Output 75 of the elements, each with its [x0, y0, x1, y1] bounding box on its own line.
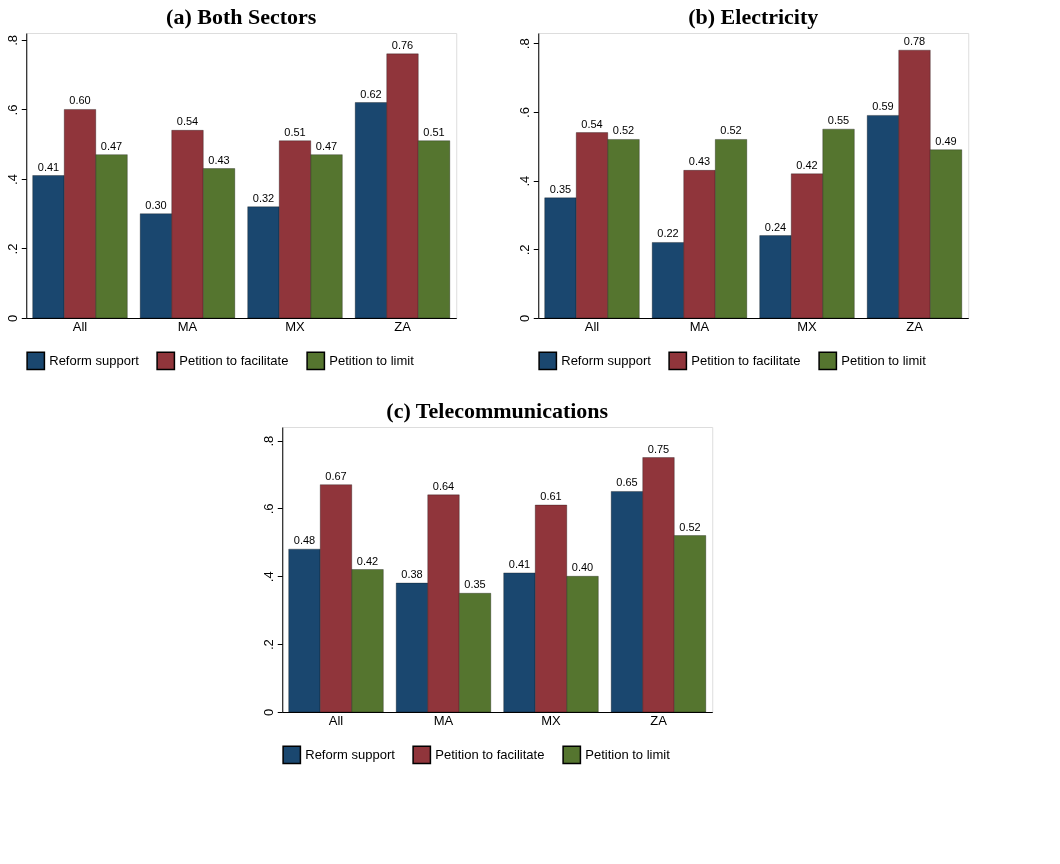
- data-label: 0.43: [688, 155, 711, 168]
- data-label: 0.48: [293, 534, 316, 547]
- y-tick-label: .4: [260, 571, 276, 583]
- x-tick-label: MA: [689, 318, 710, 334]
- data-label: 0.42: [356, 554, 379, 567]
- data-label: 0.59: [872, 100, 894, 113]
- x-tick-label: MA: [177, 318, 198, 334]
- legend-label: Petition to limit: [841, 352, 927, 368]
- chart-title: (a) Both Sectors: [166, 4, 317, 29]
- x-tick-label: MA: [433, 712, 454, 728]
- legend-label: Reform support: [305, 746, 396, 762]
- data-label: 0.41: [508, 557, 531, 570]
- x-tick-label: MX: [285, 318, 306, 334]
- data-label: 0.38: [401, 568, 423, 581]
- data-label: 0.47: [315, 139, 338, 152]
- x-tick-label: All: [72, 318, 88, 334]
- y-tick-label: .6: [260, 503, 276, 515]
- data-label: 0.22: [657, 227, 679, 240]
- y-tick-label: .2: [4, 243, 20, 255]
- data-label: 0.76: [391, 38, 414, 51]
- data-label: 0.64: [432, 479, 455, 492]
- x-tick-label: ZA: [650, 712, 668, 728]
- legend-label: Petition to limit: [329, 352, 415, 368]
- data-label: 0.40: [571, 561, 594, 574]
- y-tick-label: .8: [260, 435, 276, 447]
- y-tick-label: 0: [260, 708, 276, 717]
- data-label: 0.62: [360, 87, 382, 100]
- data-label: 0.75: [647, 442, 670, 455]
- x-tick-label: MX: [797, 318, 818, 334]
- chart-title: (c) Telecommunications: [386, 398, 609, 423]
- data-label: 0.51: [284, 125, 306, 138]
- data-label: 0.43: [208, 153, 230, 166]
- y-tick-label: 0: [516, 314, 532, 323]
- data-label: 0.67: [325, 469, 347, 482]
- y-tick-label: 0: [4, 314, 20, 323]
- data-label: 0.60: [69, 94, 91, 107]
- data-label: 0.24: [764, 220, 787, 233]
- x-tick-label: ZA: [906, 318, 924, 334]
- legend-label: Petition to facilitate: [691, 352, 801, 368]
- y-tick-label: .4: [516, 175, 532, 187]
- data-label: 0.52: [612, 124, 635, 137]
- data-label: 0.30: [145, 198, 167, 211]
- data-label: 0.35: [549, 182, 572, 195]
- data-label: 0.52: [720, 124, 742, 137]
- data-label: 0.35: [464, 578, 486, 591]
- text: Reform support: [561, 352, 652, 368]
- legend-label: Petition to facilitate: [435, 746, 545, 762]
- data-label: 0.47: [100, 139, 123, 152]
- data-label: 0.41: [37, 160, 60, 173]
- y-tick-label: .2: [516, 244, 532, 256]
- data-label: 0.78: [903, 35, 926, 48]
- legend-label: Petition to limit: [585, 746, 671, 762]
- data-label: 0.54: [176, 115, 199, 128]
- y-tick-label: .8: [4, 35, 20, 46]
- data-label: 0.61: [540, 490, 562, 503]
- data-label: 0.32: [252, 191, 275, 204]
- y-tick-label: .6: [516, 107, 532, 118]
- data-label: 0.55: [827, 114, 850, 127]
- data-label: 0.42: [796, 158, 818, 171]
- y-tick-label: .4: [4, 174, 20, 185]
- y-tick-label: .2: [260, 639, 276, 651]
- data-label: 0.49: [935, 134, 957, 147]
- x-tick-label: All: [328, 712, 344, 728]
- chart-title: (b) Electricity: [688, 4, 819, 29]
- data-label: 0.51: [423, 125, 445, 138]
- y-tick-label: .8: [516, 38, 532, 50]
- x-tick-label: All: [584, 318, 600, 334]
- x-tick-label: ZA: [394, 318, 412, 334]
- legend-label: Petition to facilitate: [179, 352, 289, 368]
- data-label: 0.65: [616, 476, 638, 489]
- x-tick-label: MX: [541, 712, 562, 728]
- y-tick-label: .6: [4, 104, 20, 116]
- legend-label: Reform support: [49, 352, 140, 368]
- data-label: 0.52: [679, 520, 701, 533]
- data-label: 0.54: [581, 117, 603, 130]
